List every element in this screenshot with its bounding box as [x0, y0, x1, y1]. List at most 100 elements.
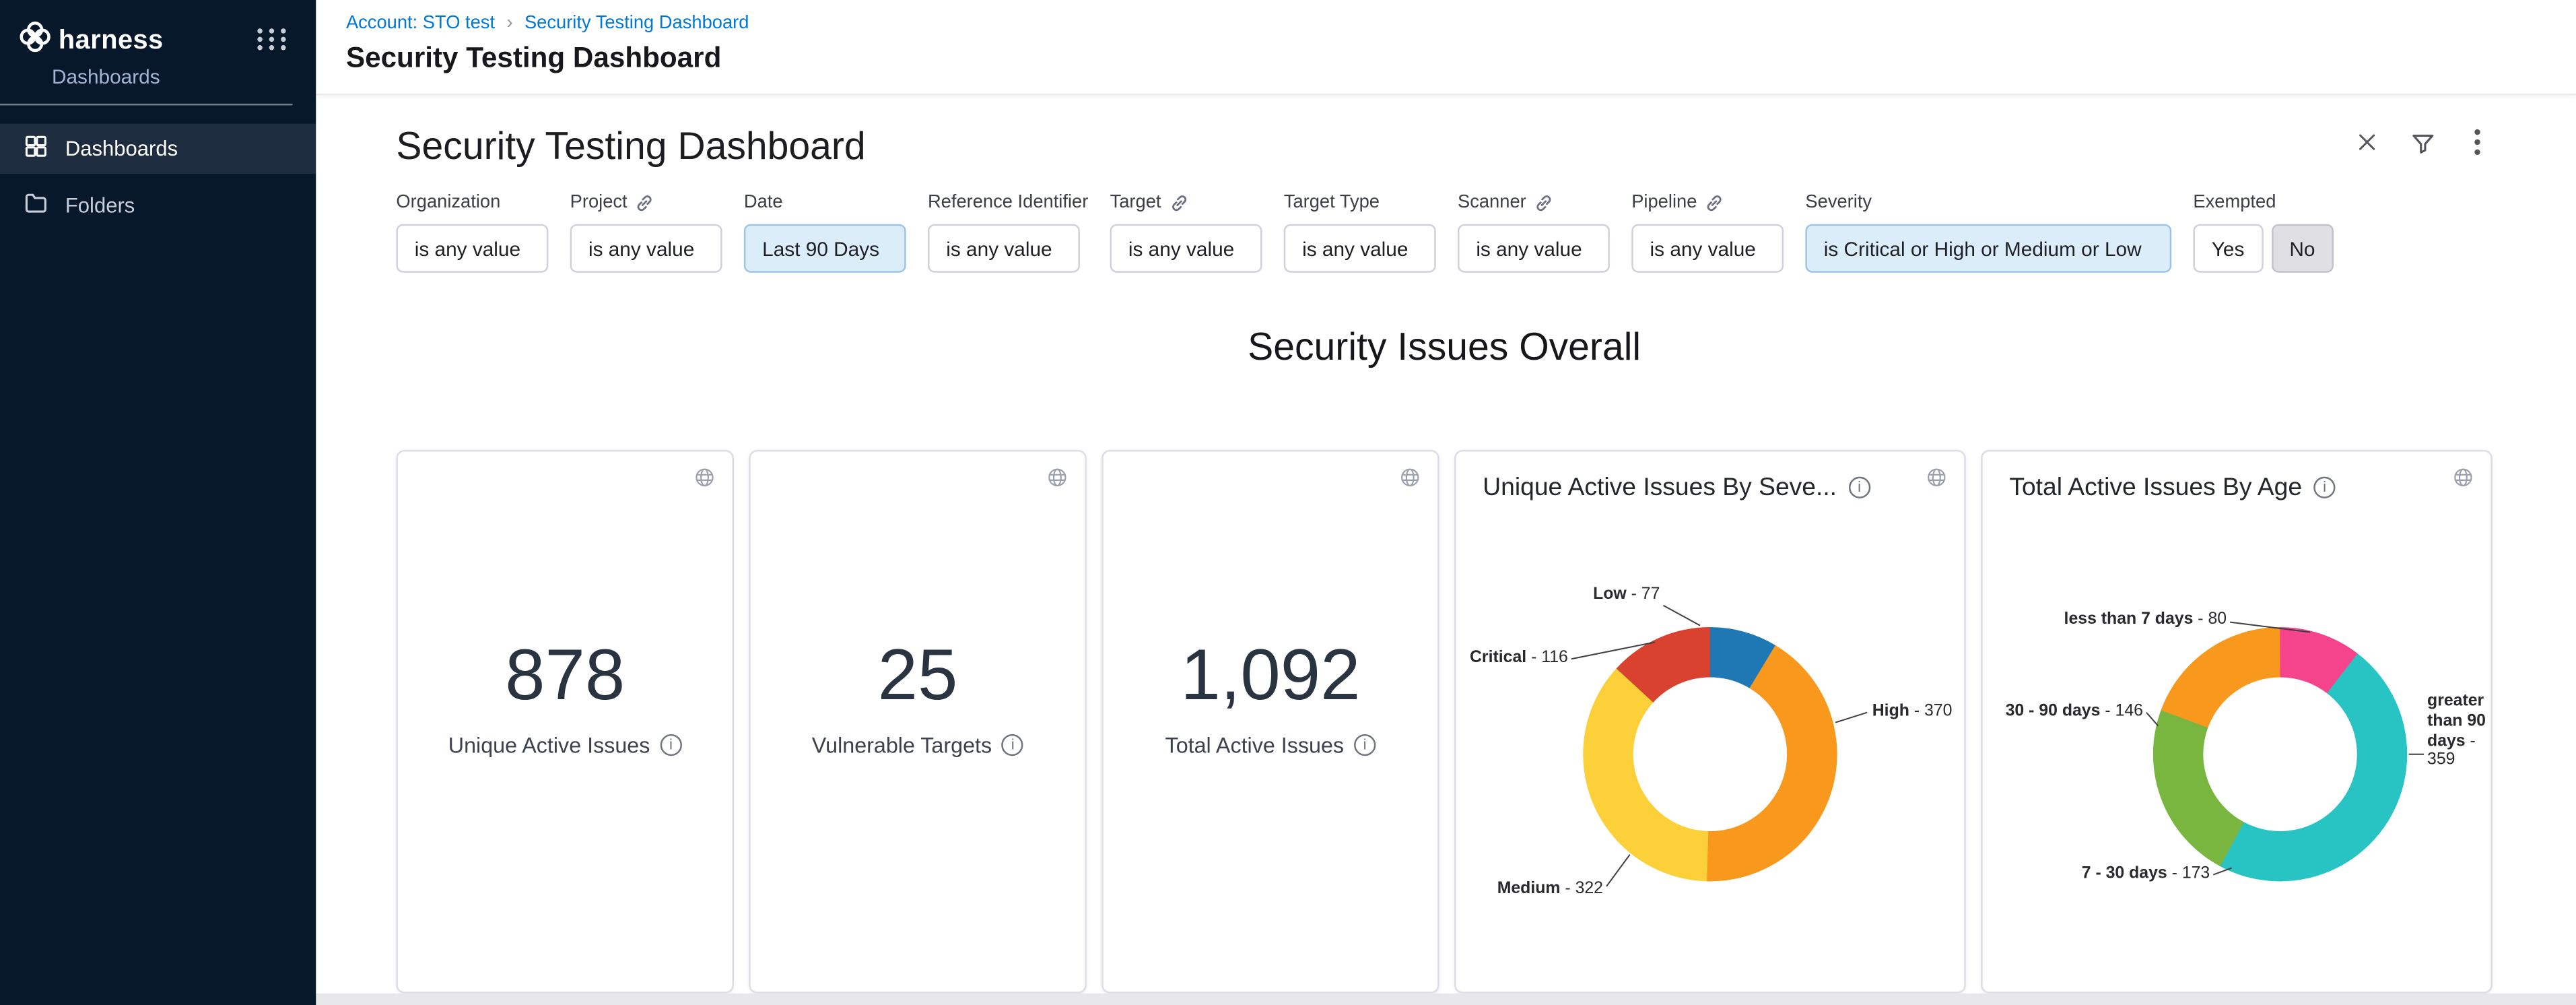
sidebar-item-dashboards[interactable]: Dashboards	[0, 124, 316, 174]
leader-line	[2146, 713, 2158, 726]
filter-label: Target	[1110, 193, 1262, 213]
chart-title: Total Active Issues By Age i	[1983, 451, 2491, 501]
filter-group-target-type: Target Type is any value	[1284, 193, 1436, 273]
filter-icon[interactable]	[2409, 129, 2436, 156]
filter-bar: Organization is any value Project is any…	[396, 193, 2333, 273]
stat-value: 1,092	[1104, 635, 1438, 717]
filter-group-target: Target is any value	[1110, 193, 1262, 273]
explore-globe-icon[interactable]	[1046, 467, 1068, 497]
filter-label: Severity	[1805, 193, 2171, 213]
stat-value: 25	[751, 635, 1085, 717]
harness-logo-icon	[17, 18, 54, 63]
filter-group-exempted: Exempted Yes No	[2193, 193, 2333, 273]
dashboard-title: Security Testing Dashboard	[396, 124, 865, 169]
donut-label-less-than-7: less than 7 days - 80	[2016, 610, 2227, 630]
filter-group-date: Date Last 90 Days	[744, 193, 906, 273]
filter-group-pipeline: Pipeline is any value	[1631, 193, 1784, 273]
chevron-right-icon: ›	[506, 13, 512, 34]
leader-line	[1606, 855, 1630, 886]
sidebar-item-folders[interactable]: Folders	[0, 181, 316, 230]
donut-label-medium: Medium - 322	[1456, 880, 1603, 899]
explore-globe-icon[interactable]	[1399, 467, 1421, 497]
info-icon[interactable]: i	[1002, 734, 1023, 756]
filter-group-reference-identifier: Reference Identifier is any value	[928, 193, 1088, 273]
stat-card-total-active-issues: 1,092 Total Active Issues i	[1101, 450, 1439, 994]
page-bottom-gutter	[316, 994, 2576, 1005]
filter-label: Pipeline	[1631, 193, 1784, 213]
page-title: Security Testing Dashboard	[346, 42, 721, 75]
donut-label-greater-90: greater than 90 days - 359	[2427, 692, 2497, 771]
info-icon[interactable]: i	[660, 734, 681, 756]
filter-label: Organization	[396, 193, 548, 213]
exempted-yes-button[interactable]: Yes	[2193, 224, 2262, 273]
info-icon[interactable]: i	[1848, 477, 1870, 498]
filter-group-project: Project is any value	[570, 193, 722, 273]
cards-row: 878 Unique Active Issues i 25 Vulnerable…	[396, 450, 2492, 994]
donut-chart-age[interactable]	[1983, 519, 2495, 994]
sidebar-divider	[0, 104, 292, 105]
chart-card-severity: Unique Active Issues By Seve... i Low - …	[1454, 450, 1966, 994]
explore-globe-icon[interactable]	[2452, 467, 2474, 497]
stat-card-unique-active-issues: 878 Unique Active Issues i	[396, 450, 734, 994]
explore-globe-icon[interactable]	[1926, 467, 1947, 497]
sidebar: harness Dashboards Dashboards Folders	[0, 0, 316, 1005]
close-icon[interactable]	[2354, 129, 2381, 156]
panel-actions	[2354, 129, 2491, 156]
filter-value-target[interactable]: is any value	[1110, 224, 1262, 273]
link-icon	[1534, 193, 1553, 212]
leader-line	[1663, 606, 1700, 626]
folder-icon	[24, 191, 48, 221]
donut-label-critical: Critical - 116	[1456, 649, 1568, 668]
info-icon[interactable]: i	[1354, 734, 1376, 756]
kebab-menu-icon[interactable]	[2464, 129, 2491, 156]
chart-card-age: Total Active Issues By Age i less than 7…	[1981, 450, 2493, 994]
brand-name: harness	[59, 26, 164, 56]
explore-globe-icon[interactable]	[693, 467, 715, 497]
link-icon	[636, 193, 654, 212]
stat-label: Vulnerable Targets i	[751, 732, 1085, 757]
main-panel: Security Testing Dashboard	[316, 96, 2576, 994]
donut-label-30-90: 30 - 90 days - 146	[1983, 703, 2143, 722]
app-root: harness Dashboards Dashboards Folders	[0, 0, 2576, 1005]
dashboards-grid-icon	[24, 134, 48, 164]
donut-label-low: Low - 77	[1506, 585, 1660, 605]
section-title: Security Issues Overall	[396, 325, 2492, 370]
breadcrumb-link-dashboard[interactable]: Security Testing Dashboard	[524, 13, 749, 34]
stat-label: Total Active Issues i	[1104, 732, 1438, 757]
exempted-no-button[interactable]: No	[2271, 224, 2334, 273]
filter-value-pipeline[interactable]: is any value	[1631, 224, 1784, 273]
filter-group-organization: Organization is any value	[396, 193, 548, 273]
filter-label: Target Type	[1284, 193, 1436, 213]
filter-value-date[interactable]: Last 90 Days	[744, 224, 906, 273]
leader-line	[1835, 713, 1867, 723]
info-icon[interactable]: i	[2313, 477, 2335, 498]
apps-grid-icon[interactable]	[257, 28, 289, 50]
filter-value-scanner[interactable]: is any value	[1458, 224, 1610, 273]
filter-value-target-type[interactable]: is any value	[1284, 224, 1436, 273]
module-label: Dashboards	[52, 65, 316, 89]
leader-line	[2213, 868, 2231, 875]
sidebar-item-label: Folders	[65, 194, 135, 218]
filter-group-scanner: Scanner is any value	[1458, 193, 1610, 273]
filter-value-reference-identifier[interactable]: is any value	[928, 224, 1080, 273]
filter-label: Exempted	[2193, 193, 2333, 213]
chart-area: Low - 77 Critical - 116 High - 370 Mediu…	[1456, 519, 1965, 992]
filter-label: Scanner	[1458, 193, 1610, 213]
stat-value: 878	[398, 635, 733, 717]
stat-label: Unique Active Issues i	[398, 732, 733, 757]
link-icon	[1705, 193, 1724, 212]
filter-value-project[interactable]: is any value	[570, 224, 722, 273]
chart-title: Unique Active Issues By Seve... i	[1456, 451, 1965, 501]
donut-label-7-30: 7 - 30 days - 173	[2016, 865, 2210, 884]
breadcrumb: Account: STO test › Security Testing Das…	[346, 13, 749, 34]
topbar: Account: STO test › Security Testing Das…	[316, 0, 2576, 96]
chart-area: less than 7 days - 80 30 - 90 days - 146…	[1983, 519, 2491, 992]
filter-label: Reference Identifier	[928, 193, 1088, 213]
filter-value-severity[interactable]: is Critical or High or Medium or Low	[1805, 224, 2171, 273]
filter-value-organization[interactable]: is any value	[396, 224, 548, 273]
filter-label: Project	[570, 193, 722, 213]
brand-row: harness	[0, 0, 316, 63]
donut-label-high: High - 370	[1872, 703, 1966, 722]
breadcrumb-link-account[interactable]: Account: STO test	[346, 13, 495, 34]
filter-label: Date	[744, 193, 906, 213]
